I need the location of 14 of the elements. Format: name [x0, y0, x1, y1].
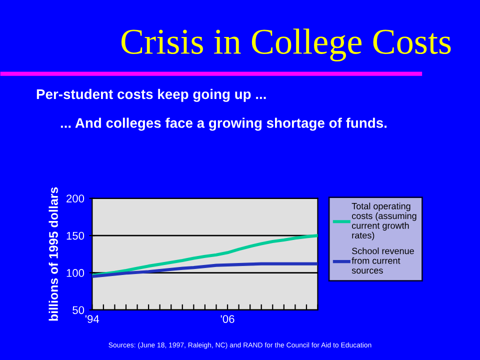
y-tick-label: 200 — [66, 194, 84, 202]
y-axis-title: billions of 1995 dollars — [48, 187, 58, 321]
line-series — [92, 262, 318, 278]
legend-label: Total operating costs (assuming current growth rates) — [352, 202, 416, 240]
chart-subtitle: Per-student costs keep going up ... — [36, 88, 266, 102]
legend-label: School revenue from current sources — [352, 248, 414, 274]
y-tick-label: 150 — [66, 232, 84, 240]
line-series — [92, 234, 318, 277]
y-tick-label: 100 — [66, 269, 84, 277]
text: ... And colleges face a growing shortage of funds. — [60, 118, 386, 131]
x-tick-label: '06 — [220, 315, 234, 323]
x-tick-label: '94 — [85, 315, 100, 323]
chart-title: Crisis in College Costs — [121, 28, 451, 62]
y-tick-label: 50 — [72, 306, 84, 314]
